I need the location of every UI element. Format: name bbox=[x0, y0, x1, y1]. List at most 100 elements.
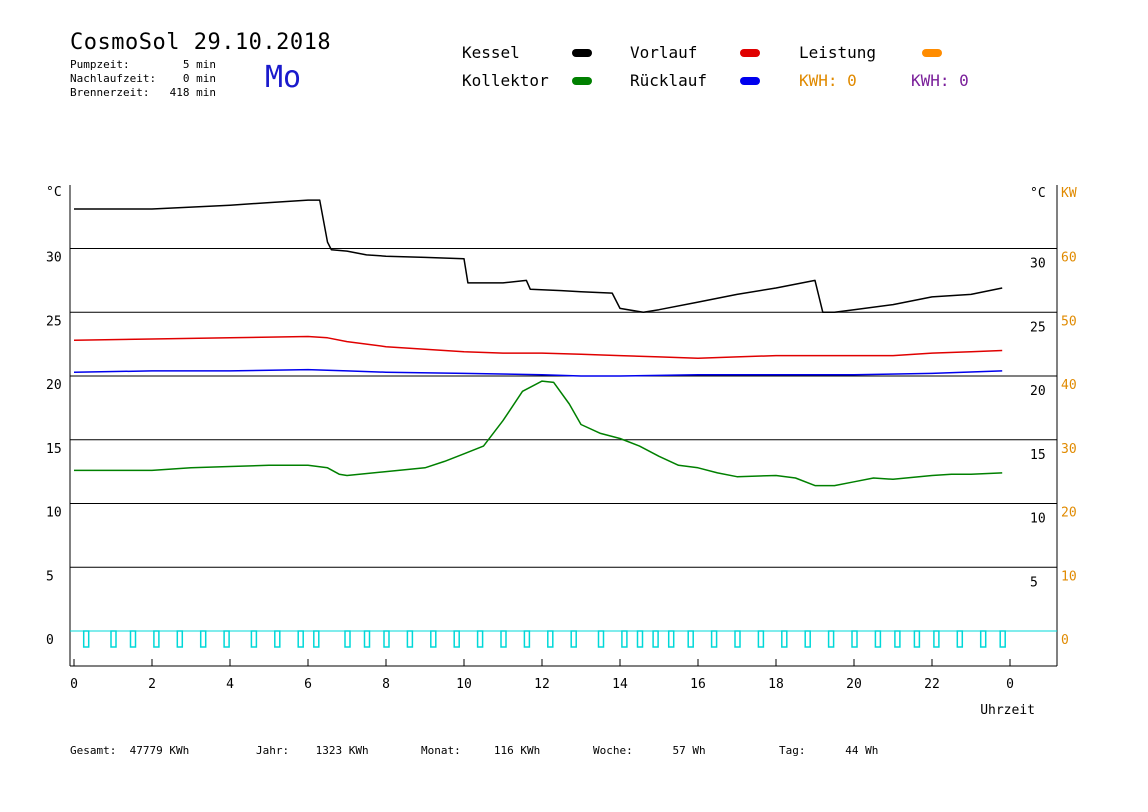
x-tick-label: 14 bbox=[612, 677, 628, 692]
pump-pulse bbox=[757, 630, 765, 648]
y2-tick-label: 10 bbox=[1061, 569, 1077, 584]
legend-ruecklauf-swatch bbox=[740, 77, 760, 85]
x-tick-label: 0 bbox=[1006, 677, 1014, 692]
pump-pulse bbox=[710, 630, 718, 648]
pump-pulse bbox=[129, 630, 137, 648]
pump-pulse bbox=[781, 630, 788, 648]
x-tick-label: 12 bbox=[534, 677, 550, 692]
footer-woche: Woche: 57 Wh bbox=[593, 744, 706, 757]
y-tick-label-left: 15 bbox=[46, 442, 62, 457]
legend-vorlauf-label: Vorlauf bbox=[630, 43, 698, 62]
pump-pulse bbox=[476, 630, 484, 648]
jahr-value: 1323 KWh bbox=[315, 744, 369, 757]
pump-pulse bbox=[621, 630, 628, 648]
x-tick-label: 10 bbox=[456, 677, 472, 692]
gesamt-value: 47779 KWh bbox=[129, 744, 190, 757]
y2-tick-label: 60 bbox=[1061, 251, 1077, 266]
y-tick-label-right: 30 bbox=[1030, 257, 1046, 272]
pump-pulse bbox=[667, 630, 675, 648]
y-tick-label-left: 5 bbox=[46, 569, 54, 584]
y2-tick-label: 20 bbox=[1061, 506, 1077, 521]
pump-pulse bbox=[363, 630, 371, 648]
x-tick-label: 22 bbox=[924, 677, 940, 692]
pump-pulse bbox=[500, 630, 507, 648]
footer-tag: Tag: 44 Wh bbox=[779, 744, 878, 757]
y-tick-label-left: 10 bbox=[46, 506, 62, 521]
info-pumpzeit: Pumpzeit: 5 min bbox=[70, 58, 216, 71]
jahr-label: Jahr: bbox=[256, 744, 290, 757]
page-title: CosmoSol 29.10.2018 bbox=[70, 30, 332, 55]
x-tick-label: 6 bbox=[304, 677, 312, 692]
legend-kwh-orange: KWH: 0 bbox=[799, 71, 857, 90]
legend-vorlauf-swatch bbox=[740, 49, 760, 57]
x-axis-label: Uhrzeit bbox=[980, 703, 1035, 718]
series-line-vorlauf bbox=[73, 335, 1003, 359]
pump-pulse bbox=[176, 630, 184, 648]
y-tick-label-right: 5 bbox=[1030, 575, 1038, 590]
x-tick-label: 0 bbox=[70, 677, 78, 692]
info-brennerzeit: Brennerzeit: 418 min bbox=[70, 86, 216, 99]
pump-pulse bbox=[851, 630, 858, 648]
series-line-kessel bbox=[74, 199, 1003, 314]
pump-pulse bbox=[894, 630, 901, 648]
pump-pulse bbox=[570, 630, 577, 648]
y-tick-label-left: 25 bbox=[46, 314, 62, 329]
legend-kollektor-swatch bbox=[572, 77, 592, 85]
pump-pulse bbox=[153, 630, 160, 648]
info-nachlaufzeit: Nachlaufzeit: 0 min bbox=[70, 72, 216, 85]
legend-kessel-swatch bbox=[572, 49, 592, 57]
y-unit-left: °C bbox=[46, 185, 62, 200]
legend-kwh-purple: KWH: 0 bbox=[911, 71, 969, 90]
weekday-label: Mo bbox=[265, 60, 302, 95]
series-line-ruecklauf bbox=[73, 368, 1003, 377]
x-tick-label: 18 bbox=[768, 677, 784, 692]
pump-pulse bbox=[874, 630, 882, 648]
monat-label: Monat: bbox=[421, 744, 461, 757]
x-tick-label: 16 bbox=[690, 677, 706, 692]
x-tick-label: 20 bbox=[846, 677, 862, 692]
pump-pulse bbox=[110, 630, 117, 648]
brennerzeit-value: 418 min bbox=[169, 86, 216, 99]
pump-pulse bbox=[223, 630, 230, 648]
pump-pulse bbox=[430, 630, 437, 648]
footer-jahr: Jahr: 1323 KWh bbox=[256, 744, 369, 757]
pump-pulse bbox=[804, 630, 811, 648]
y-tick-label-left: 30 bbox=[46, 251, 62, 266]
y-tick-label-right: 15 bbox=[1030, 448, 1046, 463]
nachlaufzeit-label: Nachlaufzeit: bbox=[70, 72, 157, 85]
monat-value: 116 KWh bbox=[493, 744, 541, 757]
y-tick-label-right: 10 bbox=[1030, 512, 1046, 527]
pump-pulse bbox=[297, 630, 304, 648]
pump-pulse bbox=[827, 630, 835, 648]
pump-pulse bbox=[453, 630, 460, 648]
legend-leistung-swatch bbox=[922, 49, 942, 57]
brennerzeit-label: Brennerzeit: bbox=[70, 86, 150, 99]
pump-pulse bbox=[406, 630, 414, 648]
woche-value: 57 Wh bbox=[672, 744, 706, 757]
pump-pulse bbox=[652, 630, 659, 648]
tag-value: 44 Wh bbox=[845, 744, 879, 757]
pump-pulse bbox=[199, 630, 207, 648]
pump-pulse bbox=[687, 630, 694, 648]
legend-kollektor-label: Kollektor bbox=[462, 71, 549, 90]
y-tick-label-right: 20 bbox=[1030, 384, 1046, 399]
pumpzeit-label: Pumpzeit: bbox=[70, 58, 130, 71]
nachlaufzeit-value: 0 min bbox=[182, 72, 216, 85]
y2-tick-label: 30 bbox=[1061, 442, 1077, 457]
pump-pulse bbox=[383, 630, 390, 648]
pump-pulse bbox=[597, 630, 605, 648]
pump-pulse bbox=[250, 630, 258, 648]
y-tick-label-right: 25 bbox=[1030, 320, 1046, 335]
x-tick-label: 8 bbox=[382, 677, 390, 692]
woche-label: Woche: bbox=[593, 744, 633, 757]
pump-pulse bbox=[979, 630, 987, 648]
y2-tick-label: 50 bbox=[1061, 314, 1077, 329]
x-tick-label: 2 bbox=[148, 677, 156, 692]
y-unit-right: °C bbox=[1030, 186, 1046, 201]
footer-gesamt: Gesamt: 47779 KWh bbox=[70, 744, 189, 757]
pump-pulse bbox=[344, 630, 351, 648]
pump-pulse bbox=[82, 630, 90, 648]
pump-pulse bbox=[734, 630, 741, 648]
footer-monat: Monat: 116 KWh bbox=[421, 744, 540, 757]
